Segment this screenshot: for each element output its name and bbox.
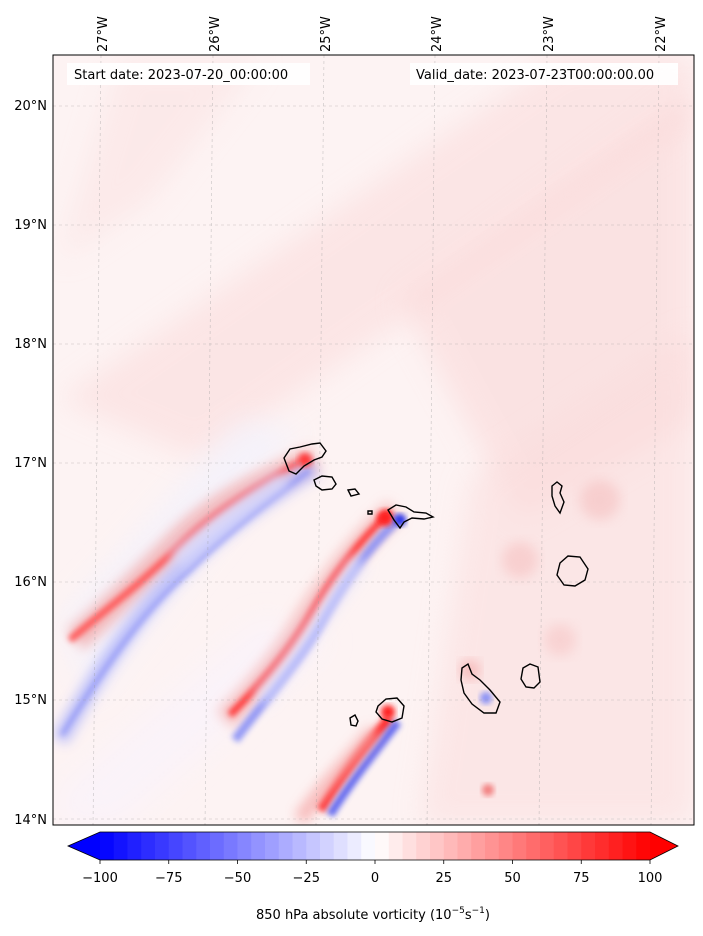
colorbar-segment [622,832,637,860]
colorbar-segment [540,832,555,860]
colorbar-segment [292,832,307,860]
colorbar-segment [608,832,624,860]
colorbar-segment [636,832,651,860]
colorbar-max-extension [650,832,678,860]
colorbar-segment [526,832,541,860]
meridian-line [650,55,660,825]
colorbar: −100 −75 −50 −25 0 25 50 75 100 850 hPa absolute… [67,831,679,923]
lat-label: 17°N [14,456,47,471]
island-sao-vicente [313,475,337,491]
colorbar-tick-label: 100 [638,871,663,886]
map-frame [52,54,695,826]
meridian-line [92,55,102,825]
latitude-labels: 20°N 19°N 18°N 17°N 16°N 15°N 14°N [14,99,47,828]
colorbar-segment [278,832,294,860]
colorbar-tick-label: 50 [504,871,521,886]
meridian-line [315,55,325,825]
colorbar-segment [375,832,390,860]
lat-label: 20°N [14,99,47,114]
lon-label: 23°W [542,16,557,52]
meridian-line [204,55,214,825]
colorbar-segment [512,832,527,860]
colorbar-segment [567,832,582,860]
lon-label: 22°W [654,16,669,52]
island-santiago [460,662,501,714]
valid-date-box [410,63,678,85]
colorbar-segment [100,832,115,860]
colorbar-ticks: −100 −75 −50 −25 0 25 50 75 100 [82,860,662,886]
colorbar-label: 850 hPa absolute vorticity (10−5s−1) [256,906,490,923]
colorbar-tick-label: 25 [435,871,452,886]
meridian-line [538,55,548,825]
colorbar-tick-label: −50 [224,871,251,886]
lon-label: 25°W [319,16,334,52]
vorticity-field [53,55,694,825]
lon-label: 24°W [430,16,445,52]
lon-label: 27°W [96,16,111,52]
colorbar-segment [155,832,170,860]
colorbar-segment [485,832,500,860]
island-sao-nicolau [387,504,435,530]
map-panel: Start date: 2023-07-20_00:00:00 Valid_da… [14,16,695,828]
colorbar-segment [581,832,596,860]
colorbar-tick-label: 0 [371,871,379,886]
colorbar-tick-label: −25 [293,871,320,886]
valid-date-label: Valid_date: 2023-07-23T00:00:00.00 [416,68,654,83]
colorbar-segment [471,832,486,860]
colorbar-segment [168,832,184,860]
coastlines [283,442,589,727]
island-brava [349,714,359,727]
island-santa-luzia [346,488,361,497]
colorbar-segment [196,832,211,860]
colorbar-segment [416,832,431,860]
island-sal [551,481,565,515]
island-fogo [375,697,405,723]
lon-label: 26°W [208,16,223,52]
colorbar-segment [430,832,445,860]
colorbar-segment [361,832,376,860]
colorbar-segment [457,832,472,860]
meridian-line [426,55,436,825]
colorbar-segment [251,832,266,860]
colorbar-segment [443,832,459,860]
colorbar-segment [182,832,197,860]
island-santo-antao [283,442,327,475]
colorbar-segment [237,832,252,860]
start-date-box [67,63,310,85]
lat-label: 19°N [14,218,47,233]
colorbar-segment [553,832,569,860]
colorbar-segment [210,832,225,860]
colorbar-segment [498,832,514,860]
colorbar-segment [402,832,417,860]
start-date-label: Start date: 2023-07-20_00:00:00 [74,68,288,83]
colorbar-segment [333,832,349,860]
date-info: Start date: 2023-07-20_00:00:00 Valid_da… [67,63,678,85]
colorbar-segment [141,832,156,860]
island-maio [520,663,541,689]
colorbar-segment [113,832,129,860]
lat-label: 14°N [14,813,47,828]
island-ilheu [367,510,373,515]
colorbar-tick-label: −75 [155,871,182,886]
island-boa-vista [556,555,589,587]
colorbar-segment [306,832,321,860]
colorbar-gradient [100,832,651,860]
colorbar-segment [265,832,280,860]
lat-label: 16°N [14,575,47,590]
colorbar-segment [347,832,362,860]
colorbar-segment [388,832,404,860]
lat-label: 15°N [14,693,47,708]
colorbar-tick-label: −100 [82,871,118,886]
lat-label: 18°N [14,337,47,352]
colorbar-segment [127,832,142,860]
colorbar-min-extension [68,832,100,860]
colorbar-segment [320,832,335,860]
colorbar-segment [595,832,610,860]
longitude-labels: 27°W 26°W 25°W 24°W 23°W 22°W [96,16,669,52]
colorbar-tick-label: 75 [573,871,590,886]
colorbar-segment [223,832,239,860]
gridlines [53,55,694,825]
